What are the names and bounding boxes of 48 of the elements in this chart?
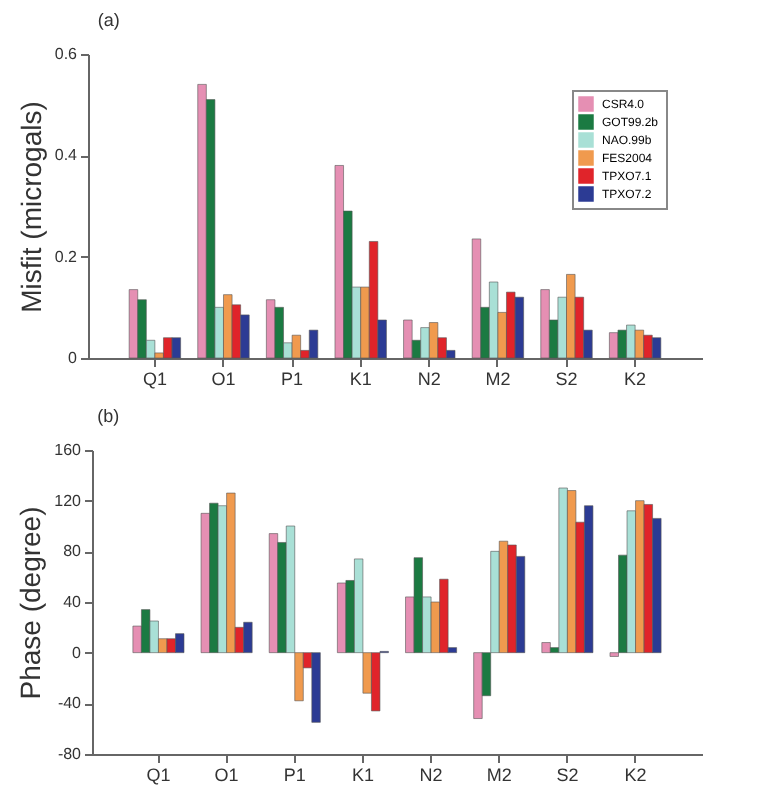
x-tick-label: O1 [211,369,236,389]
x-tick-label: K1 [351,765,374,785]
bar [291,334,301,359]
x-tick-label: K1 [349,369,372,389]
y-tick-label: 40 [63,593,83,611]
x-tick-label: S2 [556,765,579,785]
y-tick-label: 120 [54,491,83,510]
x-tick-label: M2 [485,369,511,389]
bar [171,337,181,359]
x-tick-label: K2 [624,765,647,785]
y-tick-label: -80 [57,745,83,763]
bar [308,329,319,359]
y-tick-label: 0.6 [54,45,79,63]
x-tick-label: S2 [555,369,578,389]
x-tick-label: M2 [486,765,512,785]
x-tick-label: P1 [281,369,304,389]
bar [274,307,284,359]
chart-title: (a) [97,10,120,30]
chart-title: (b) [97,406,120,426]
bar [609,332,619,359]
y-tick-label: 160 [54,441,83,459]
y-tick-label: 0.2 [54,247,79,266]
y-tick-label: 0 [72,643,83,662]
y-tick-label: 0 [68,349,79,367]
y-tick-label: 0.4 [54,146,79,165]
y-axis-title: Misfit (microgals) [14,101,47,313]
y-tick-label: -40 [57,694,83,713]
bar [471,238,482,359]
x-tick-label: N2 [419,765,443,785]
bar [266,299,276,359]
bar [540,289,550,359]
bar [311,652,321,723]
bar [128,289,139,359]
y-tick-label: 80 [63,542,83,561]
x-tick-label: O1 [214,765,239,785]
x-tick-label: N2 [417,369,441,389]
x-tick-label: Q1 [142,369,167,389]
bar [368,241,379,359]
bar [651,337,662,359]
x-tick-label: P1 [283,765,306,785]
x-tick-label: Q1 [146,765,171,785]
x-tick-label: K2 [624,369,647,389]
bar [507,544,517,653]
bar [514,296,524,359]
bar [473,652,483,719]
bar [403,319,413,359]
y-axis-title: Phase (degree) [14,506,47,700]
bar [541,642,551,653]
